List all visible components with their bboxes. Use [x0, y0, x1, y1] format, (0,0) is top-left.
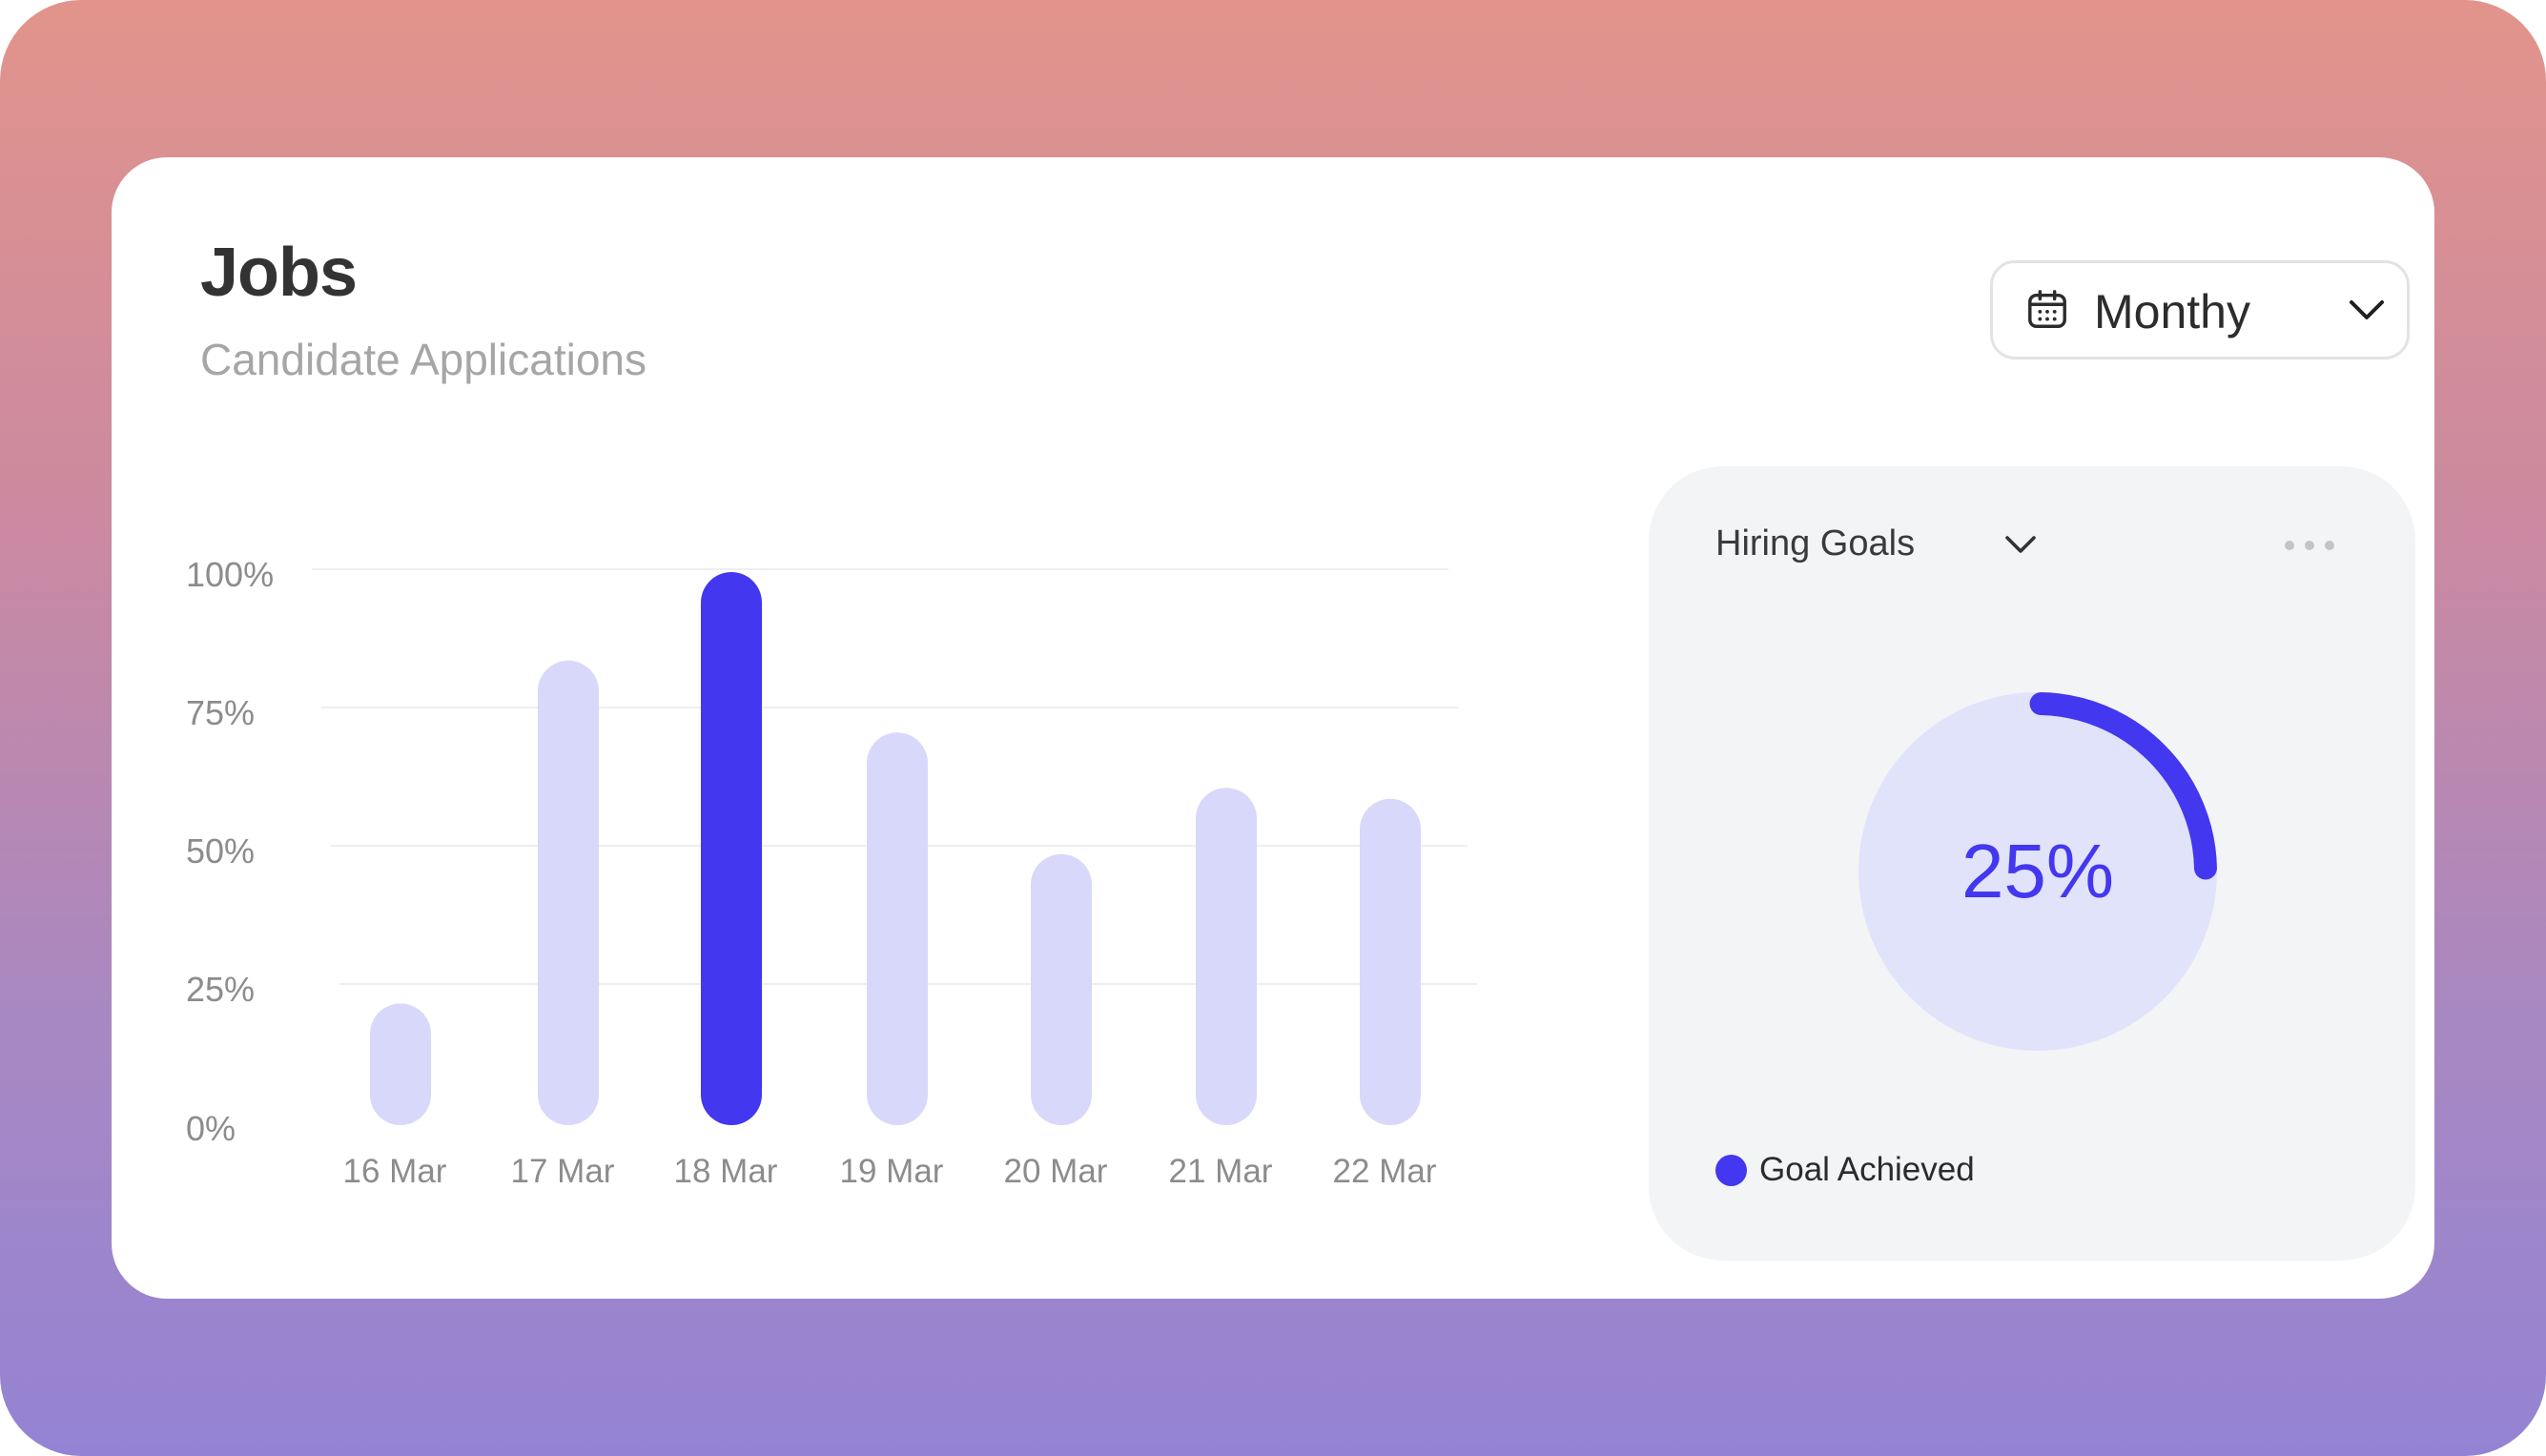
goal-percent-label: 25% — [1961, 829, 2115, 913]
x-tick-label: 19 Mar — [840, 1153, 944, 1190]
page-subtitle: Candidate Applications — [200, 335, 647, 384]
bar-19-mar[interactable] — [867, 732, 928, 1125]
x-tick-label: 20 Mar — [1004, 1153, 1108, 1190]
y-tick-label: 25% — [186, 970, 255, 1009]
more-horizontal-icon[interactable] — [2283, 539, 2336, 552]
y-tick-label: 50% — [186, 831, 255, 871]
hiring-goals-title: Hiring Goals — [1715, 523, 1916, 564]
x-tick-label: 22 Mar — [1333, 1153, 1437, 1190]
goal-progress-ring — [1858, 692, 2217, 1051]
period-dropdown[interactable]: Monthy — [1990, 260, 2410, 359]
jobs-card: Jobs Candidate Applications Monthy 100% 7… — [112, 157, 2434, 1299]
chevron-down-icon — [2350, 300, 2384, 319]
period-label: Monthy — [2094, 285, 2250, 338]
bar-17-mar[interactable] — [538, 660, 599, 1125]
y-tick-label: 100% — [186, 555, 274, 594]
x-tick-label: 21 Mar — [1169, 1153, 1273, 1190]
bar-22-mar[interactable] — [1360, 798, 1421, 1125]
x-tick-label: 16 Mar — [343, 1153, 447, 1190]
y-tick-label: 0% — [186, 1109, 236, 1148]
legend-label: Goal Achieved — [1759, 1151, 1975, 1188]
hiring-goals-chevron-down-icon[interactable] — [2003, 533, 2038, 558]
bar-21-mar[interactable] — [1196, 788, 1257, 1125]
bar-18-mar[interactable] — [701, 572, 762, 1125]
hiring-goals-panel: Hiring Goals 25% Goal Achieved — [1649, 466, 2415, 1261]
applications-bar-chart: 100% 75% 50% 25% 0% 16 Mar 17 Mar 18 Mar 19 Mar 2… — [186, 555, 1477, 1190]
goal-progress-disc — [1858, 692, 2217, 1051]
legend-dot — [1715, 1155, 1747, 1186]
calendar-icon — [2028, 290, 2066, 328]
goal-progress-arc — [2029, 692, 2217, 880]
x-tick-label: 17 Mar — [511, 1153, 615, 1190]
x-tick-label: 18 Mar — [674, 1153, 778, 1190]
bar-20-mar[interactable] — [1031, 853, 1092, 1125]
y-tick-label: 75% — [186, 693, 255, 732]
bar-16-mar[interactable] — [370, 1003, 431, 1125]
page-title: Jobs — [200, 235, 358, 311]
